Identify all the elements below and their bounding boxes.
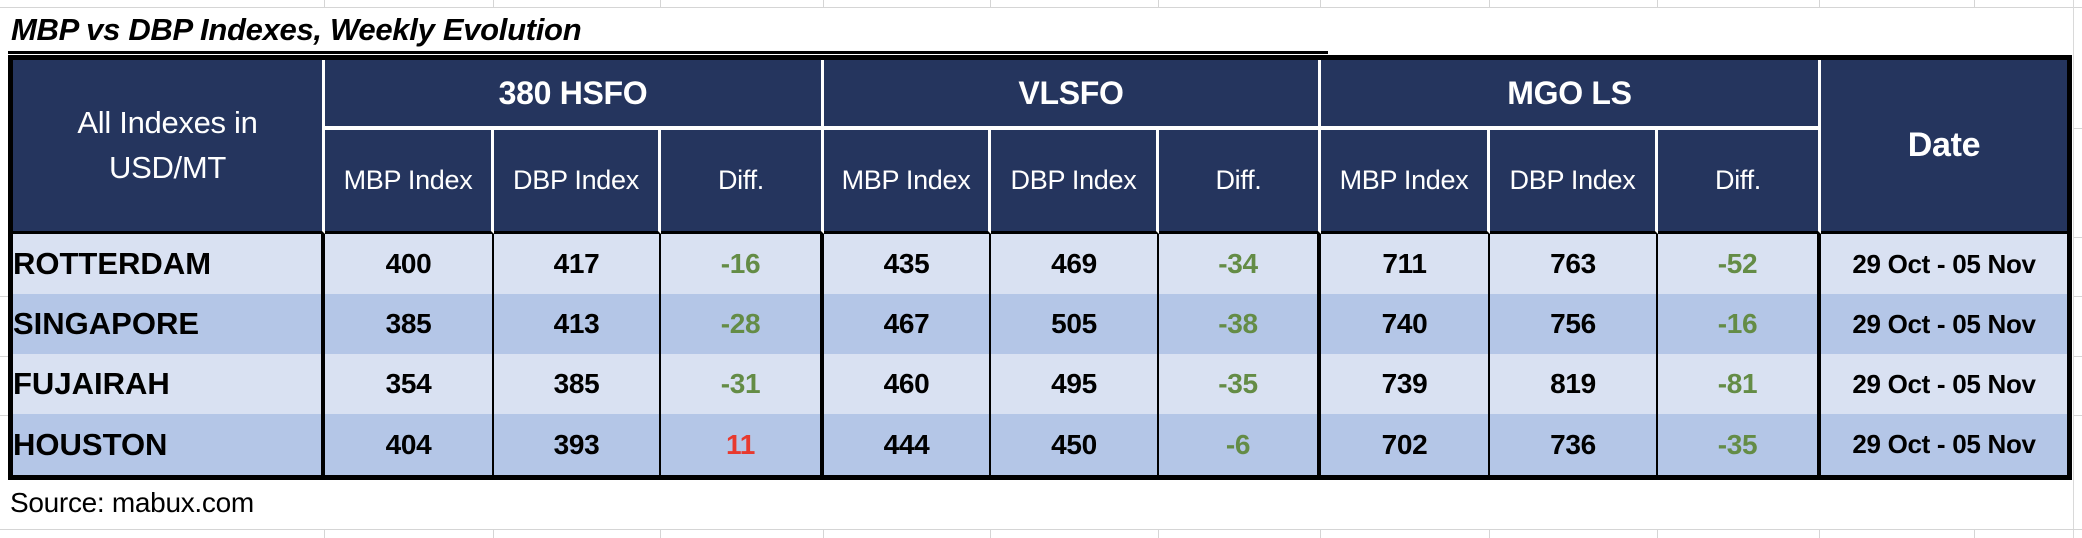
hsfo-dbp-value: 413 <box>494 294 661 354</box>
mgo-mbp-value: 702 <box>1321 414 1490 475</box>
mgo-dbp-value: 819 <box>1490 354 1658 414</box>
mgo-dbp-header: DBP Index <box>1490 130 1658 234</box>
hsfo-mbp-header: MBP Index <box>325 130 494 234</box>
excel-gridline-stub <box>0 296 8 297</box>
hsfo-dbp-value: 393 <box>494 414 661 475</box>
excel-gridline-stub <box>2073 415 2082 416</box>
indexes-table: All Indexes in USD/MT 380 HSFO VLSFO MGO… <box>8 55 2072 480</box>
hsfo-diff-value: 11 <box>661 414 824 475</box>
title-underline: MBP vs DBP Indexes, Weekly Evolution <box>8 9 1328 54</box>
vlsfo-dbp-value: 495 <box>991 354 1159 414</box>
vlsfo-mbp-value: 444 <box>824 414 991 475</box>
excel-gridline-stub <box>2073 356 2082 357</box>
port-name: SINGAPORE <box>13 294 325 354</box>
vlsfo-dbp-value: 450 <box>991 414 1159 475</box>
vlsfo-diff-value: -35 <box>1159 354 1321 414</box>
mgo-diff-value: -16 <box>1658 294 1822 354</box>
port-name: HOUSTON <box>13 414 325 475</box>
corner-label-line1: All Indexes in <box>77 105 258 141</box>
hsfo-dbp-header: DBP Index <box>494 130 661 234</box>
vlsfo-diff-value: -38 <box>1159 294 1321 354</box>
mgo-dbp-value: 736 <box>1490 414 1658 475</box>
excel-gridline-strip-bottom <box>0 529 2082 538</box>
excel-gridline-stub <box>2073 237 2082 238</box>
mgo-diff-value: -81 <box>1658 354 1822 414</box>
hsfo-dbp-value: 385 <box>494 354 661 414</box>
hsfo-mbp-value: 400 <box>325 234 494 294</box>
corner-label-line2: USD/MT <box>108 149 227 185</box>
vlsfo-mbp-value: 435 <box>824 234 991 294</box>
excel-gridline-strip-top <box>0 0 2082 8</box>
hsfo-diff-value: -28 <box>661 294 824 354</box>
table-row-houston: HOUSTON 404 393 11 444 450 -6 702 736 -3… <box>13 414 2067 475</box>
mgo-diff-value: -35 <box>1658 414 1822 475</box>
date-value: 29 Oct - 05 Nov <box>1821 234 2067 294</box>
vlsfo-mbp-value: 460 <box>824 354 991 414</box>
mgo-mbp-header: MBP Index <box>1321 130 1490 234</box>
date-value: 29 Oct - 05 Nov <box>1821 354 2067 414</box>
table-row-rotterdam: ROTTERDAM 400 417 -16 435 469 -34 711 76… <box>13 234 2067 294</box>
hsfo-mbp-value: 385 <box>325 294 494 354</box>
hsfo-diff-value: -31 <box>661 354 824 414</box>
hsfo-mbp-value: 354 <box>325 354 494 414</box>
port-name: ROTTERDAM <box>13 234 325 294</box>
vlsfo-mbp-header: MBP Index <box>824 130 991 234</box>
port-name: FUJAIRAH <box>13 354 325 414</box>
mgo-mbp-value: 711 <box>1321 234 1490 294</box>
mgo-dbp-value: 756 <box>1490 294 1658 354</box>
date-value: 29 Oct - 05 Nov <box>1821 294 2067 354</box>
excel-gridline-stub <box>0 415 8 416</box>
vlsfo-dbp-value: 505 <box>991 294 1159 354</box>
vlsfo-diff-header: Diff. <box>1159 130 1321 234</box>
group-header-row: All Indexes in USD/MT 380 HSFO VLSFO MGO… <box>13 60 2067 234</box>
excel-gridline-stub <box>2073 128 2082 129</box>
mgo-dbp-value: 763 <box>1490 234 1658 294</box>
hsfo-mbp-value: 404 <box>325 414 494 475</box>
hsfo-dbp-value: 417 <box>494 234 661 294</box>
mgo-diff-value: -52 <box>1658 234 1822 294</box>
corner-cell: All Indexes in USD/MT <box>13 60 325 234</box>
table-row-singapore: SINGAPORE 385 413 -28 467 505 -38 740 75… <box>13 294 2067 354</box>
excel-gridline-right <box>2073 0 2074 538</box>
page-title: MBP vs DBP Indexes, Weekly Evolution <box>11 12 582 47</box>
excel-gridline-stub <box>0 356 8 357</box>
vlsfo-dbp-value: 469 <box>991 234 1159 294</box>
sub-header-row: MBP Index DBP Index Diff. MBP Index DBP … <box>13 130 2067 234</box>
source-caption: Source: mabux.com <box>10 487 254 518</box>
vlsfo-mbp-value: 467 <box>824 294 991 354</box>
vlsfo-dbp-header: DBP Index <box>991 130 1159 234</box>
group-header-380-hsfo: 380 HSFO <box>325 60 824 130</box>
mgo-diff-header: Diff. <box>1658 130 1822 234</box>
vlsfo-diff-value: -6 <box>1159 414 1321 475</box>
hsfo-diff-header: Diff. <box>661 130 824 234</box>
date-column-header: Date <box>1821 60 2067 234</box>
vlsfo-diff-value: -34 <box>1159 234 1321 294</box>
table-row-fujairah: FUJAIRAH 354 385 -31 460 495 -35 739 819… <box>13 354 2067 414</box>
hsfo-diff-value: -16 <box>661 234 824 294</box>
group-header-mgo-ls: MGO LS <box>1321 60 1822 130</box>
mgo-mbp-value: 740 <box>1321 294 1490 354</box>
date-value: 29 Oct - 05 Nov <box>1821 414 2067 475</box>
excel-gridline-stub <box>2073 296 2082 297</box>
mgo-mbp-value: 739 <box>1321 354 1490 414</box>
group-header-vlsfo: VLSFO <box>824 60 1321 130</box>
